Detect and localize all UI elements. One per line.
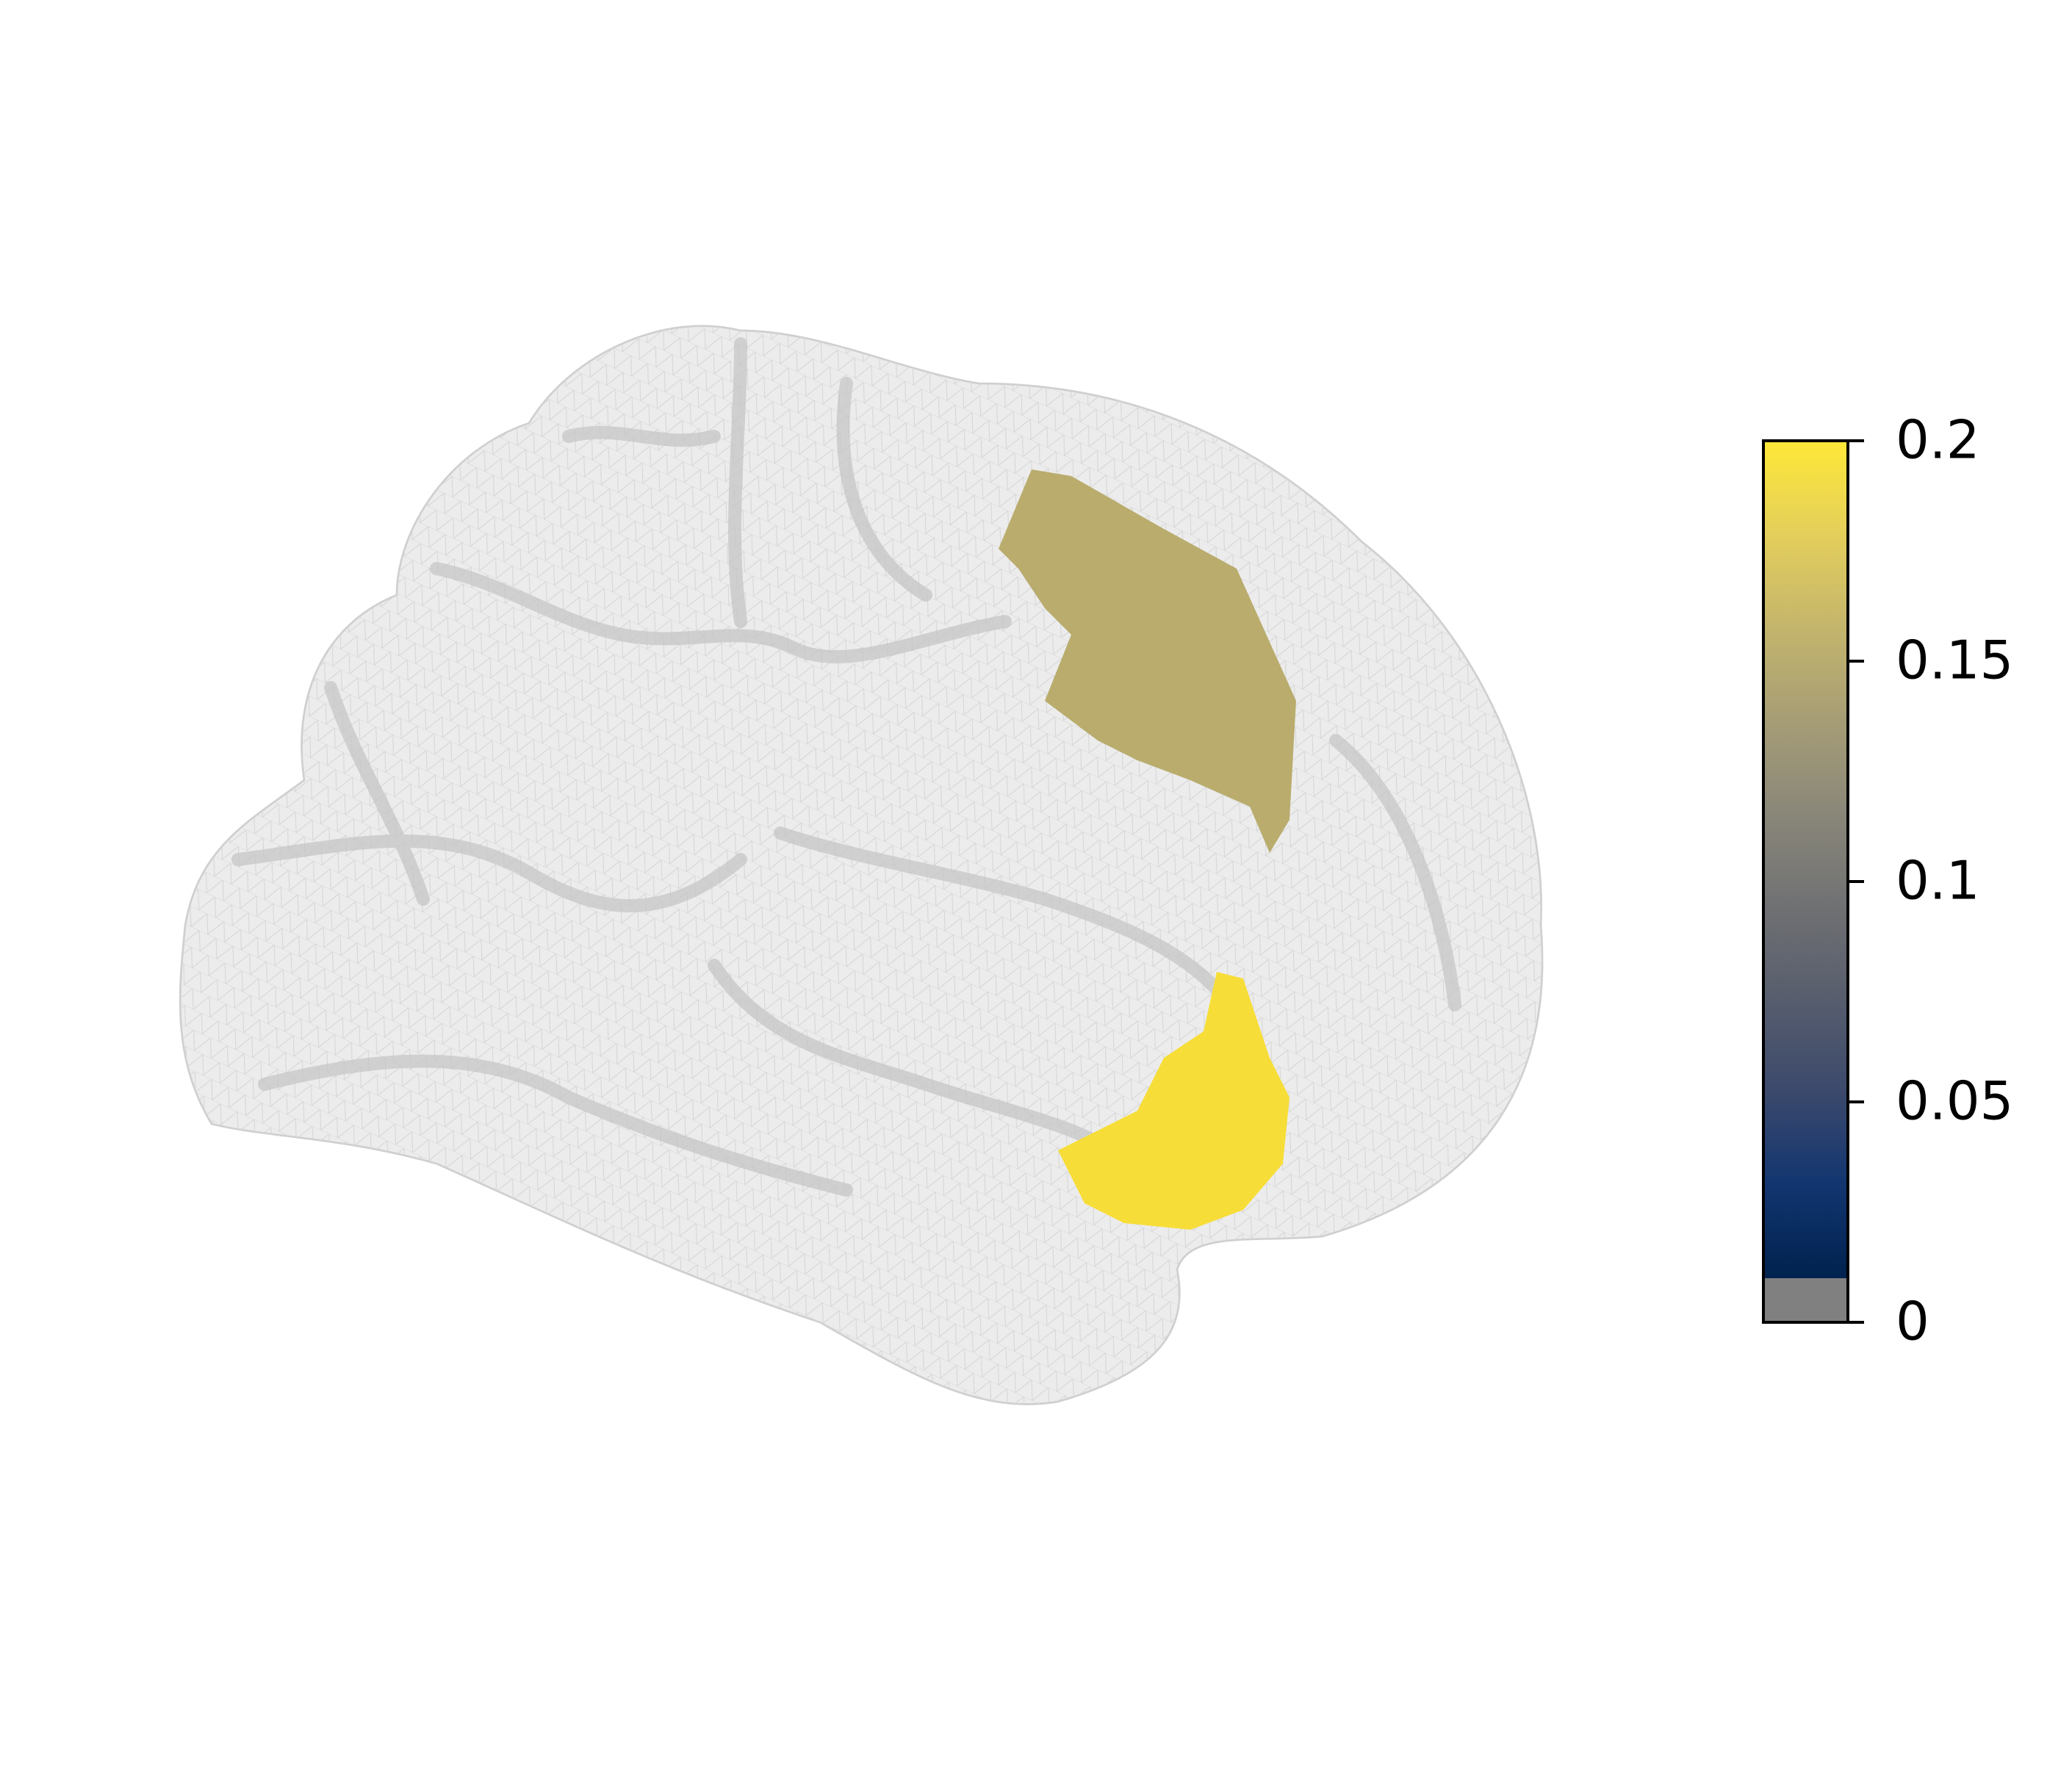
colorbar-gradient [1763,441,1848,1278]
colorbar-masked [1763,1278,1848,1322]
tick-label: 0.15 [1896,630,2013,691]
brain-mesh [180,325,1543,1405]
colorbar: 0 0.05 0.1 0.15 0.2 [1762,409,2013,1352]
tick-label: 0 [1896,1291,1929,1352]
brain-region [1058,972,1289,1230]
tick-label: 0.1 [1896,850,1980,912]
brain [179,325,1544,1405]
brain-region [999,469,1296,853]
sulci [231,336,1461,1197]
tick-label: 0.2 [1896,409,1980,471]
tick-label: 0.05 [1896,1070,2013,1132]
